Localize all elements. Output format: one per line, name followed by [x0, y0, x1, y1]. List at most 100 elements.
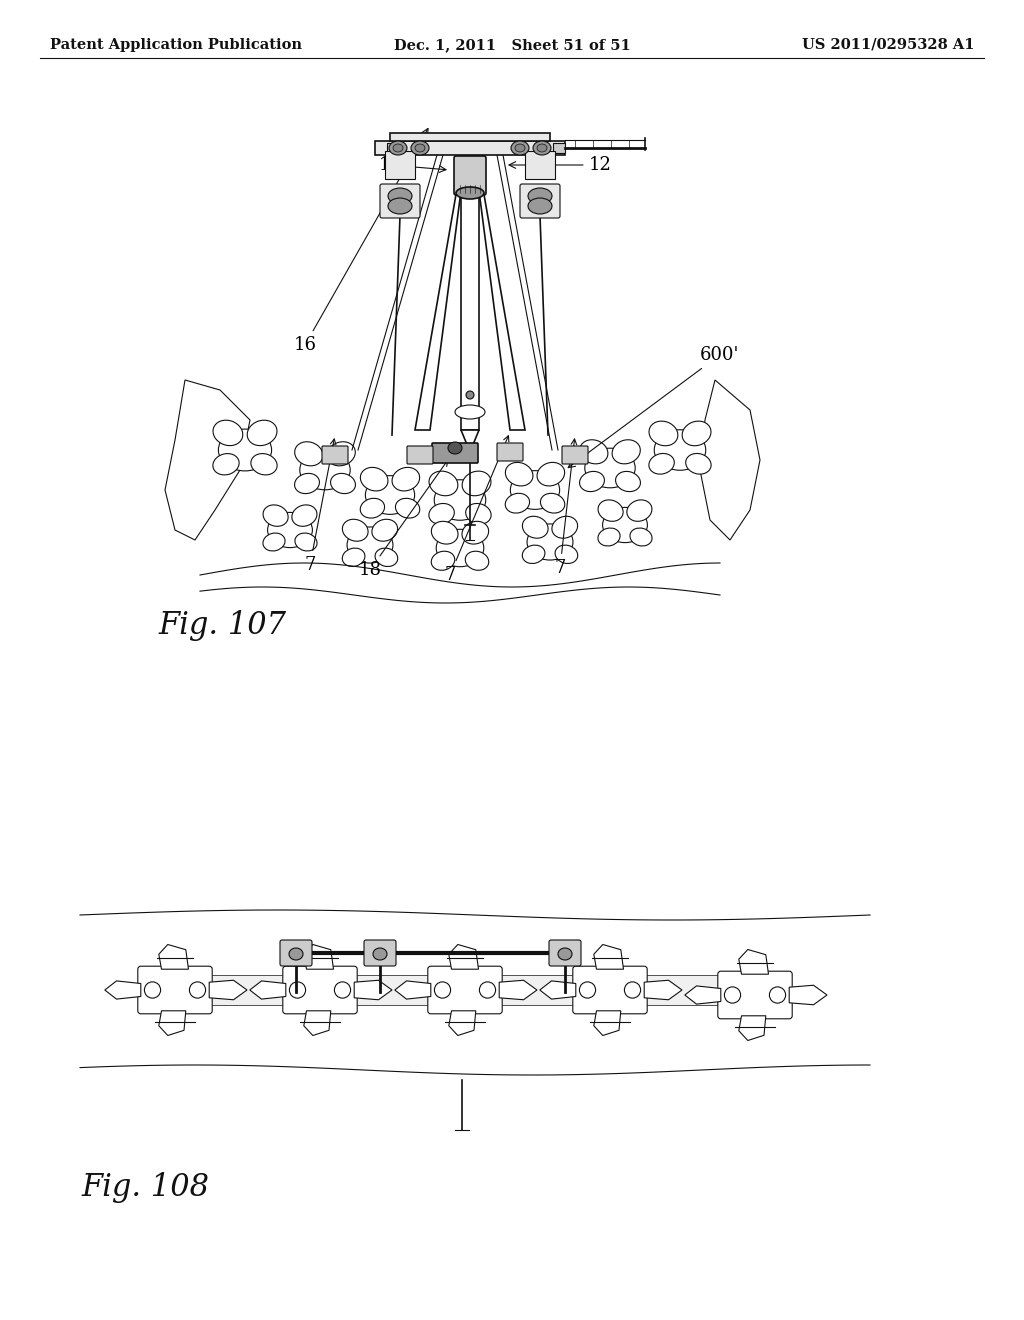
Polygon shape	[644, 981, 682, 999]
Polygon shape	[304, 945, 334, 969]
Ellipse shape	[189, 982, 206, 998]
Bar	[499, 975, 575, 1005]
Ellipse shape	[515, 144, 525, 152]
Ellipse shape	[335, 982, 350, 998]
Ellipse shape	[388, 198, 412, 214]
Ellipse shape	[686, 454, 711, 474]
Ellipse shape	[431, 552, 455, 570]
Polygon shape	[500, 981, 537, 999]
Bar	[354, 975, 431, 1005]
Ellipse shape	[144, 982, 161, 998]
Ellipse shape	[411, 141, 429, 154]
Ellipse shape	[654, 430, 706, 470]
Text: Patent Application Publication: Patent Application Publication	[50, 38, 302, 51]
Polygon shape	[594, 1011, 621, 1035]
Ellipse shape	[290, 982, 305, 998]
Ellipse shape	[580, 982, 596, 998]
Ellipse shape	[466, 391, 474, 399]
Ellipse shape	[682, 421, 711, 446]
Ellipse shape	[434, 982, 451, 998]
FancyBboxPatch shape	[138, 966, 212, 1014]
FancyBboxPatch shape	[280, 940, 312, 966]
Polygon shape	[685, 986, 721, 1005]
Ellipse shape	[327, 442, 355, 466]
Ellipse shape	[373, 948, 387, 960]
Text: 12: 12	[509, 156, 611, 174]
Ellipse shape	[602, 507, 647, 543]
Ellipse shape	[534, 141, 551, 154]
FancyBboxPatch shape	[497, 444, 523, 461]
Ellipse shape	[625, 982, 641, 998]
FancyBboxPatch shape	[380, 183, 420, 218]
Polygon shape	[415, 160, 465, 430]
Ellipse shape	[375, 548, 397, 566]
Ellipse shape	[389, 141, 407, 154]
Ellipse shape	[598, 500, 624, 521]
Polygon shape	[250, 981, 286, 999]
Bar	[553, 143, 565, 153]
Polygon shape	[165, 380, 250, 540]
Polygon shape	[449, 945, 478, 969]
Ellipse shape	[342, 548, 365, 566]
Text: 7: 7	[444, 436, 509, 583]
Polygon shape	[738, 949, 768, 974]
Polygon shape	[540, 981, 575, 999]
Ellipse shape	[506, 462, 532, 486]
Ellipse shape	[267, 512, 312, 548]
Polygon shape	[475, 160, 525, 430]
Text: US 2011/0295328 A1: US 2011/0295328 A1	[802, 38, 974, 51]
Bar	[390, 133, 550, 141]
Ellipse shape	[360, 467, 388, 491]
Ellipse shape	[627, 500, 652, 521]
Bar	[209, 975, 286, 1005]
Ellipse shape	[479, 982, 496, 998]
Bar	[387, 143, 399, 153]
Ellipse shape	[585, 449, 635, 488]
Ellipse shape	[466, 503, 492, 524]
Ellipse shape	[213, 454, 240, 475]
Ellipse shape	[415, 144, 425, 152]
Ellipse shape	[580, 440, 608, 463]
Text: 7: 7	[304, 440, 336, 574]
FancyBboxPatch shape	[364, 940, 396, 966]
Polygon shape	[738, 1016, 766, 1040]
Ellipse shape	[263, 533, 285, 550]
Ellipse shape	[528, 187, 552, 205]
FancyBboxPatch shape	[322, 446, 348, 465]
Ellipse shape	[465, 552, 488, 570]
Ellipse shape	[555, 545, 578, 564]
Text: 18: 18	[358, 461, 447, 579]
Ellipse shape	[528, 198, 552, 214]
Ellipse shape	[372, 519, 397, 541]
Ellipse shape	[429, 471, 458, 496]
FancyBboxPatch shape	[283, 966, 357, 1014]
FancyBboxPatch shape	[520, 183, 560, 218]
Ellipse shape	[360, 499, 385, 517]
FancyBboxPatch shape	[562, 446, 588, 465]
Ellipse shape	[395, 499, 420, 517]
FancyBboxPatch shape	[718, 972, 793, 1019]
Ellipse shape	[552, 516, 578, 539]
Ellipse shape	[436, 529, 483, 566]
Ellipse shape	[388, 187, 412, 205]
FancyBboxPatch shape	[454, 156, 486, 195]
Ellipse shape	[769, 987, 785, 1003]
Ellipse shape	[505, 494, 529, 513]
Ellipse shape	[449, 442, 462, 454]
Ellipse shape	[630, 528, 652, 546]
FancyBboxPatch shape	[428, 966, 502, 1014]
Ellipse shape	[580, 471, 604, 491]
Ellipse shape	[541, 494, 565, 513]
Bar	[644, 975, 721, 1005]
Text: Fig. 108: Fig. 108	[82, 1172, 210, 1203]
Bar	[461, 160, 479, 430]
Ellipse shape	[295, 533, 317, 550]
Ellipse shape	[392, 467, 420, 491]
Text: Fig. 107: Fig. 107	[159, 610, 287, 640]
FancyBboxPatch shape	[572, 966, 647, 1014]
Text: Dec. 1, 2011   Sheet 51 of 51: Dec. 1, 2011 Sheet 51 of 51	[393, 38, 631, 51]
Polygon shape	[790, 985, 827, 1005]
Ellipse shape	[615, 471, 640, 491]
Ellipse shape	[218, 429, 271, 471]
Ellipse shape	[295, 442, 323, 466]
